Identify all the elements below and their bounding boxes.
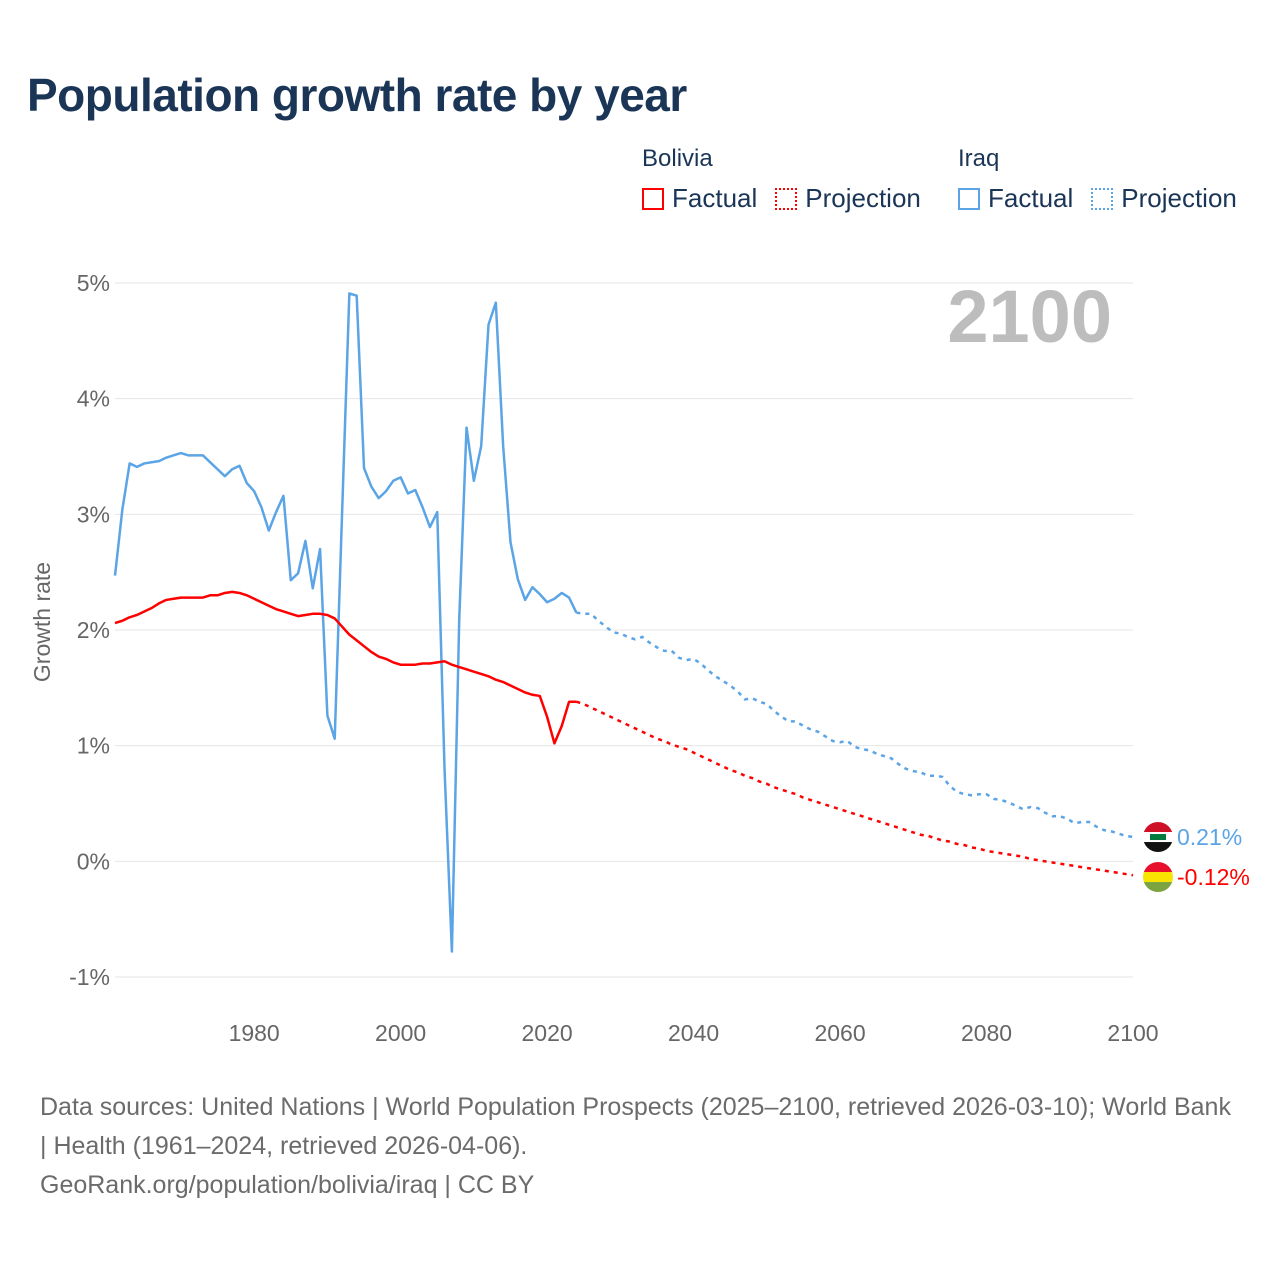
bolivia-factual-line <box>114 590 577 745</box>
bolivia-projection-line <box>576 700 1134 877</box>
x-tick-label: 2100 <box>1107 1020 1158 1046</box>
x-tick-label: 1980 <box>229 1020 280 1046</box>
y-tick-label: 4% <box>77 386 110 412</box>
legend-group-title: Iraq <box>958 145 1000 172</box>
y-tick-label: 2% <box>77 617 110 643</box>
iraq-end-label: 0.21% <box>1177 824 1242 850</box>
flag-emblem <box>1150 834 1166 841</box>
iraq-flag-icon <box>1143 822 1173 853</box>
chart-title: Population growth rate by year <box>27 69 687 121</box>
legend-iraq: Iraq Factual Projection <box>958 145 1237 214</box>
y-tick-label: 0% <box>77 848 110 874</box>
x-tick-label: 2080 <box>961 1020 1012 1046</box>
data-sources: Data sources: United Nations | World Pop… <box>40 1093 1231 1160</box>
year-watermark: 2100 <box>947 275 1112 358</box>
legend-label: Projection <box>805 183 921 213</box>
bolivia-end-label: -0.12% <box>1177 864 1250 890</box>
flag-stripe <box>1143 882 1173 893</box>
legend-iraq-projection[interactable]: Projection <box>1091 183 1237 214</box>
iraq-factual-line <box>113 292 578 953</box>
flag-stripe <box>1143 872 1173 883</box>
dotted-swatch-icon <box>775 187 798 210</box>
y-axis-label: Growth rate <box>29 562 55 682</box>
bolivia-flag-icon <box>1143 862 1173 893</box>
legend-iraq-factual[interactable]: Factual <box>958 183 1073 214</box>
legend-label: Factual <box>672 183 758 213</box>
y-tick-label: -1% <box>69 964 110 990</box>
x-tick-label: 2000 <box>375 1020 426 1046</box>
credit-link[interactable]: GeoRank.org/population/bolivia/iraq | CC… <box>40 1171 535 1199</box>
y-tick-label: 5% <box>77 270 110 296</box>
x-tick-label: 2040 <box>668 1020 719 1046</box>
y-tick-label: 3% <box>77 501 110 527</box>
y-tick-label: 1% <box>77 733 110 759</box>
legend-group-title: Bolivia <box>642 145 713 172</box>
flag-stripe <box>1143 842 1173 853</box>
x-tick-label: 2060 <box>814 1020 865 1046</box>
flag-stripe <box>1143 862 1173 873</box>
iraq-projection-line <box>576 611 1134 839</box>
footer: Data sources: United Nations | World Pop… <box>40 1088 1240 1205</box>
dotted-swatch-icon <box>1091 187 1114 210</box>
flag-stripe <box>1143 822 1173 833</box>
legend-label: Factual <box>988 183 1074 213</box>
solid-swatch-icon <box>642 187 664 210</box>
x-tick-label: 2020 <box>522 1020 573 1046</box>
legend-bolivia: Bolivia Factual Projection <box>642 145 939 214</box>
legend-bolivia-factual[interactable]: Factual <box>642 183 757 214</box>
legend-bolivia-projection[interactable]: Projection <box>775 183 921 214</box>
solid-swatch-icon <box>958 187 980 210</box>
legend-label: Projection <box>1121 183 1237 213</box>
